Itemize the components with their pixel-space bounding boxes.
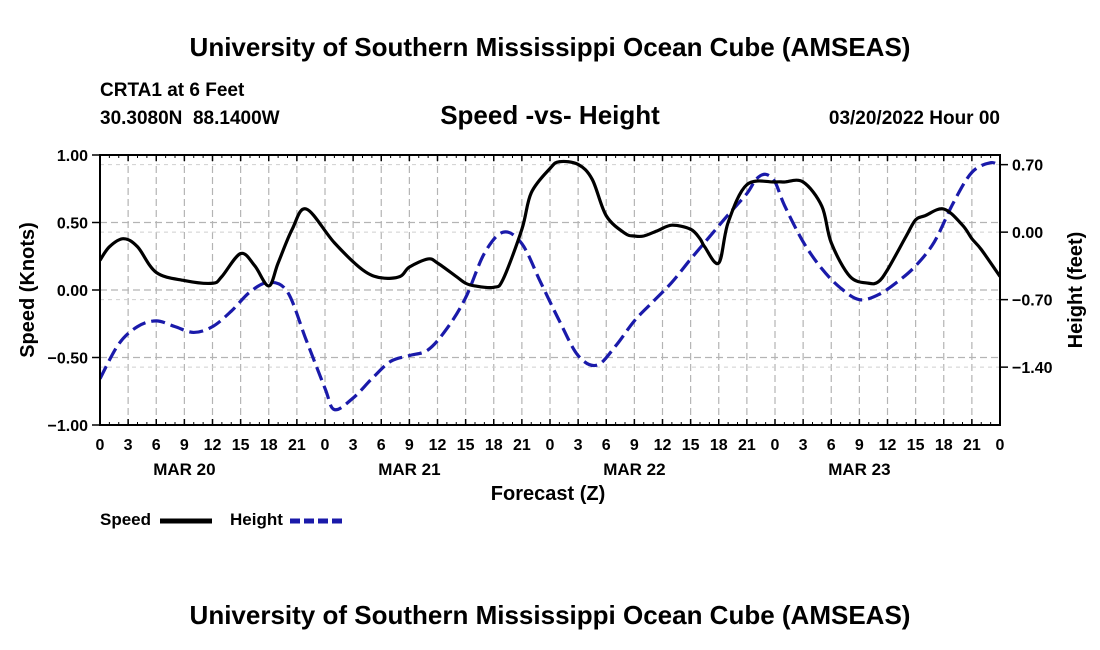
station-label: CRTA1 at 6 Feet bbox=[100, 80, 245, 101]
x-tick-label: 18 bbox=[710, 437, 728, 454]
x-tick-label: 6 bbox=[602, 437, 611, 454]
x-day-label: MAR 23 bbox=[828, 460, 890, 479]
y2-tick-label: −0.70 bbox=[1012, 293, 1053, 310]
x-tick-label: 3 bbox=[799, 437, 808, 454]
x-tick-label: 21 bbox=[963, 437, 981, 454]
x-tick-label: 18 bbox=[260, 437, 278, 454]
x-tick-label: 9 bbox=[180, 437, 189, 454]
legend-label-speed: Speed bbox=[100, 510, 151, 529]
y-axis-label: Speed (Knots) bbox=[17, 222, 39, 358]
x-tick-label: 15 bbox=[682, 437, 700, 454]
x-day-label: MAR 22 bbox=[603, 460, 665, 479]
legend: Speed Height bbox=[100, 510, 342, 529]
x-tick-label: 3 bbox=[124, 437, 133, 454]
x-tick-label: 15 bbox=[232, 437, 250, 454]
x-tick-label: 18 bbox=[935, 437, 953, 454]
x-tick-label: 12 bbox=[429, 437, 447, 454]
grid-lines bbox=[100, 155, 1000, 425]
x-tick-label: 3 bbox=[349, 437, 358, 454]
x-tick-label: 9 bbox=[630, 437, 639, 454]
x-tick-label: 9 bbox=[405, 437, 414, 454]
chart-subtitle: Speed -vs- Height bbox=[440, 100, 660, 130]
series-line-height bbox=[100, 160, 1000, 412]
x-tick-label: 12 bbox=[879, 437, 897, 454]
x-tick-label: 18 bbox=[485, 437, 503, 454]
x-tick-label: 0 bbox=[321, 437, 330, 454]
x-tick-label: 0 bbox=[96, 437, 105, 454]
y-tick-label: −0.50 bbox=[48, 351, 89, 368]
x-tick-label: 9 bbox=[855, 437, 864, 454]
x-tick-label: 21 bbox=[738, 437, 756, 454]
x-day-label: MAR 20 bbox=[153, 460, 215, 479]
x-tick-label: 6 bbox=[827, 437, 836, 454]
x-day-label: MAR 21 bbox=[378, 460, 440, 479]
x-tick-label: 21 bbox=[288, 437, 306, 454]
y-tick-label: −1.00 bbox=[48, 418, 89, 435]
y-tick-label: 0.00 bbox=[57, 283, 88, 300]
y2-axis-label: Height (feet) bbox=[1065, 232, 1087, 349]
x-tick-label: 0 bbox=[996, 437, 1005, 454]
x-tick-label: 12 bbox=[654, 437, 672, 454]
y-tick-label: 0.50 bbox=[57, 216, 88, 233]
series-line-speed bbox=[100, 159, 1000, 290]
legend-label-height: Height bbox=[230, 510, 283, 529]
x-tick-label: 15 bbox=[907, 437, 925, 454]
page-title: University of Southern Mississippi Ocean… bbox=[190, 32, 911, 62]
date-label: 03/20/2022 Hour 00 bbox=[829, 108, 1000, 129]
x-tick-label: 12 bbox=[204, 437, 222, 454]
x-tick-label: 0 bbox=[546, 437, 555, 454]
series-layer bbox=[100, 159, 1000, 412]
x-axis-label: Forecast (Z) bbox=[491, 483, 605, 505]
footer-title: University of Southern Mississippi Ocean… bbox=[190, 600, 911, 630]
x-tick-label: 15 bbox=[457, 437, 475, 454]
x-tick-label: 6 bbox=[377, 437, 386, 454]
x-tick-label: 3 bbox=[574, 437, 583, 454]
y2-tick-label: 0.00 bbox=[1012, 225, 1043, 242]
x-tick-label: 0 bbox=[771, 437, 780, 454]
axis-ticks: 0 3 6 9 12 15 18 21 0 3 6 9 12 15 18 21 0 3 6 9 12 15 18 21 0 3 6 9… bbox=[48, 148, 1053, 479]
coordinates-label: 30.3080N 88.1400W bbox=[100, 108, 280, 129]
y2-tick-label: 0.70 bbox=[1012, 158, 1043, 175]
x-tick-label: 21 bbox=[513, 437, 531, 454]
y2-tick-label: −1.40 bbox=[1012, 360, 1053, 377]
y-tick-label: 1.00 bbox=[57, 148, 88, 165]
x-tick-label: 6 bbox=[152, 437, 161, 454]
